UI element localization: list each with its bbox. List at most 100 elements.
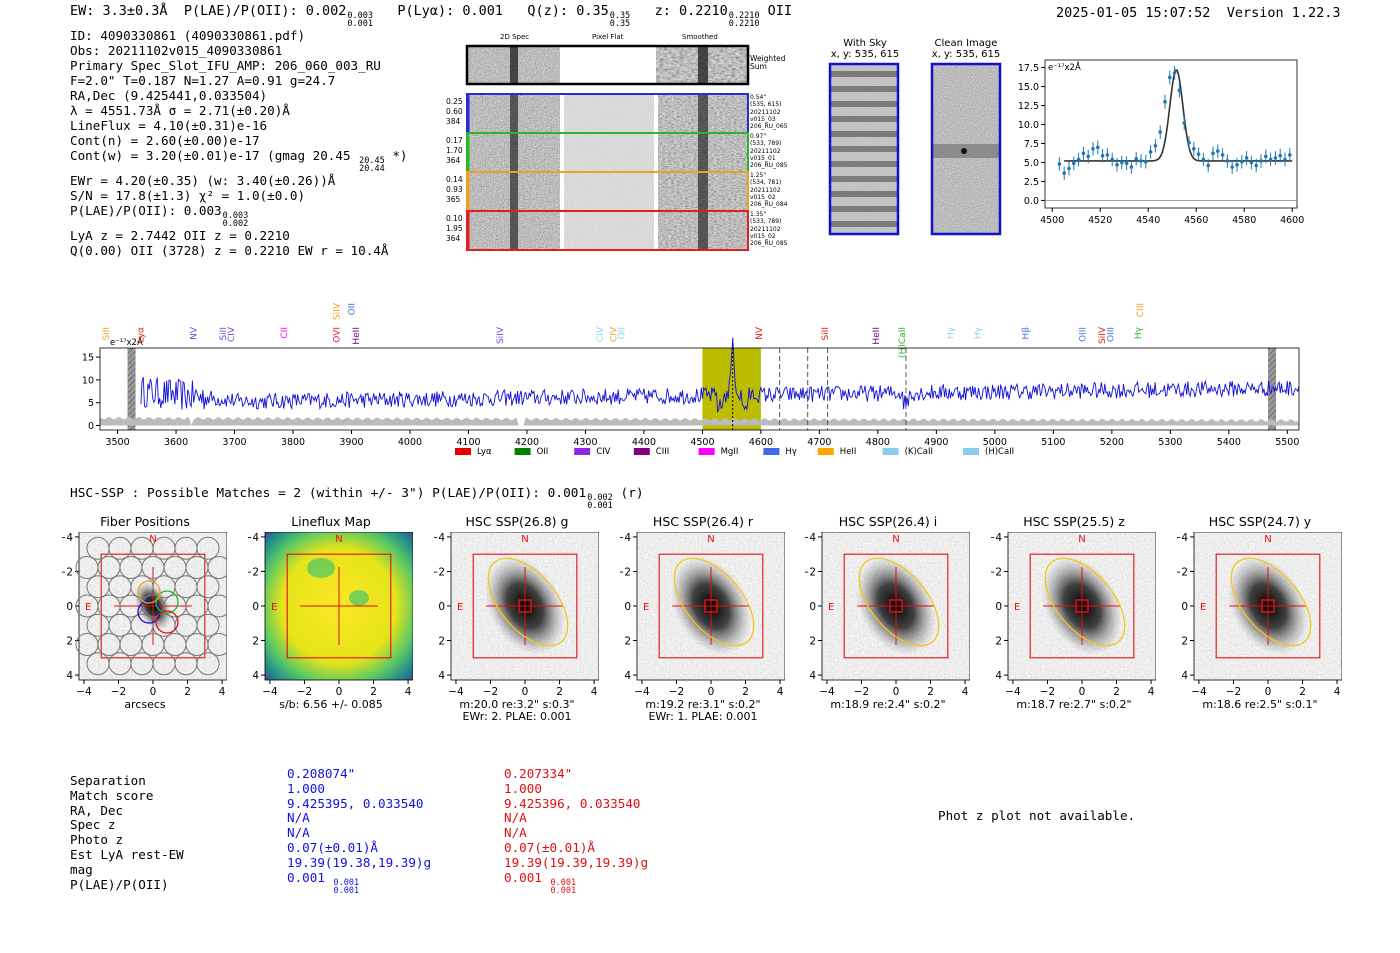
info-obs: Obs: 20211102v015_4090330861	[70, 43, 283, 58]
spec2d-row-meta: v015_01	[750, 154, 776, 162]
fit-data-point	[1081, 151, 1086, 156]
info-lambda: λ = 4551.73Å σ = 2.71(±0.20)Å	[70, 103, 290, 118]
spectral-line-label: CIV	[610, 326, 620, 342]
panel-xtick-label: 2	[1113, 686, 1120, 698]
aperture-ellipse	[858, 557, 940, 647]
spectrum-frame	[99, 347, 1300, 431]
info-plae: P(LAE)/P(OII): 0.003 0.003 0.002	[70, 203, 408, 228]
hsc-summary-sup: 0.002	[587, 493, 613, 503]
hsc-panel-title: Lineflux Map	[291, 514, 371, 529]
spectral-line-label: OIII	[1079, 327, 1089, 342]
panel-xtick-label: 4	[405, 686, 412, 698]
fit-data-point	[1264, 154, 1268, 159]
panel-ytick-label: −2	[991, 566, 1002, 578]
match-label-mag: mag	[70, 861, 93, 877]
spec2d-row-stat: 364	[446, 156, 461, 165]
spectral-line-label: OVI	[332, 327, 342, 343]
spec2d-row-left-label: 0.10 1.95 364	[446, 214, 463, 244]
header-plae-sup: 0.003	[347, 11, 373, 21]
panel-ytick-label: −2	[434, 566, 445, 578]
fit-data-point	[1148, 150, 1153, 154]
panel-xtick-label: −4	[262, 686, 278, 698]
search-box	[1029, 553, 1135, 659]
panel-ytick-label: −4	[434, 532, 445, 544]
spec2d-row-meta: 20211102	[750, 147, 781, 155]
fit-ytick-label: 12.5	[1018, 101, 1039, 112]
panel-ytick-label: −2	[248, 566, 259, 578]
info-plae-sup: 0.003	[222, 211, 249, 221]
search-box	[1215, 553, 1321, 659]
aperture-ellipse	[1044, 557, 1126, 647]
fit-axes-frame	[1044, 59, 1298, 209]
spectrum-line	[140, 337, 1300, 413]
hsc-panel-title: HSC SSP(26.4) i	[838, 514, 938, 529]
spectrum-xtick-label: 5400	[1217, 437, 1241, 448]
fit-data-point	[1168, 75, 1172, 80]
hsc-panel-caption: m:19.2 re:3.1" s:0.2"	[645, 698, 761, 711]
spec2d-row-meta: v015_03	[750, 115, 776, 123]
fit-xtick-label: 4540	[1136, 215, 1160, 226]
info-plae-text: P(LAE)/P(OII): 0.003	[70, 203, 222, 218]
fit-data-point	[1192, 147, 1196, 151]
panel-ytick-label: 0	[252, 601, 259, 613]
hsc-panel-caption-2: EWr: 2. PLAE: 0.001	[462, 710, 572, 723]
legend-label: Hγ	[785, 447, 796, 457]
panel-xtick-label: 4	[1148, 686, 1155, 698]
spectrum-unit-label: e⁻¹⁷x2Å	[110, 336, 143, 348]
pixelflat-row-image	[564, 134, 654, 171]
panel-xtick-label: 2	[556, 686, 563, 698]
north-label: N	[521, 534, 528, 545]
spectrum-xtick-label: 4600	[749, 437, 773, 448]
match2-radec: 9.425396, 0.033540	[504, 795, 641, 811]
legend-label: MgII	[721, 447, 739, 457]
panel-ytick-label: −4	[62, 532, 73, 544]
panel-xtick-label: 4	[219, 686, 226, 698]
panel-ytick-label: 2	[624, 636, 631, 648]
panel-ytick-label: 2	[438, 636, 445, 648]
panel-ytick-label: 4	[438, 670, 445, 682]
fit-data-point	[1225, 159, 1230, 163]
panel-xtick-label: 4	[591, 686, 598, 698]
spectrum-xtick-label: 4500	[690, 437, 714, 448]
panel-ytick-label: 4	[995, 670, 1002, 682]
spectrum-xtick-label: 4100	[456, 437, 480, 448]
spec2d-row-meta: 20211102	[750, 225, 781, 233]
spectrum-xtick-label: 3900	[339, 437, 363, 448]
hsc-panel-title: HSC SSP(24.7) y	[1208, 514, 1312, 529]
spec2d-row-meta: 1.35"	[750, 211, 767, 218]
match2-mag: 19.39(19.39,19.39)g	[504, 854, 649, 870]
fit-data-point	[1115, 162, 1119, 167]
spec2d-row-meta: 20211102	[750, 186, 781, 194]
pixelflat-col-label: Pixel Flat	[592, 33, 624, 41]
panel-ytick-label: −4	[1177, 532, 1188, 544]
spec2d-row	[466, 132, 749, 173]
legend-swatch	[514, 448, 531, 455]
spec2d-row-meta: (534, 781)	[750, 179, 782, 187]
hsc-panel-caption: m:18.7 re:2.7" s:0.2"	[1016, 698, 1132, 711]
hsc-summary: HSC-SSP : Possible Matches = 2 (within +…	[70, 486, 644, 510]
spectral-line-label: CIV	[596, 326, 606, 342]
header-plya: P(Lyα): 0.001	[397, 3, 504, 19]
header-qz-sup: 0.35	[609, 11, 631, 21]
spec2d-row-stat: 384	[446, 117, 461, 126]
fit-data-point	[1244, 156, 1249, 160]
match2-separation: 0.207334"	[504, 766, 573, 781]
fit-data-point	[1110, 157, 1114, 162]
fit-data-point	[1201, 157, 1206, 162]
hsc-panel-caption: m:20.0 re:3.2" s:0.3"	[459, 698, 575, 711]
fit-data-point	[1139, 159, 1143, 163]
weighted-sum-strip	[465, 44, 750, 86]
match-label-lya-ew: Est LyA rest-EW	[70, 846, 184, 862]
match1-plae: 0.001 0.001 0.001	[287, 870, 431, 895]
panel-xtick-label: 0	[522, 686, 529, 698]
panel-xtick-label: −4	[634, 686, 650, 698]
legend-label: (K)CaII	[905, 447, 933, 457]
spec2d-row-stat: 1.95	[446, 224, 463, 233]
spectrum-xtick-label: 5200	[1100, 437, 1124, 448]
selected-fiber	[155, 610, 179, 634]
clean-image-title-block: Clean Image x, y: 535, 615	[921, 38, 1011, 60]
panel-ytick-label: 0	[995, 601, 1002, 613]
spectral-line-label: SiIV	[332, 302, 342, 320]
north-label: N	[1264, 534, 1271, 545]
panel-xtick-label: 2	[1299, 686, 1306, 698]
